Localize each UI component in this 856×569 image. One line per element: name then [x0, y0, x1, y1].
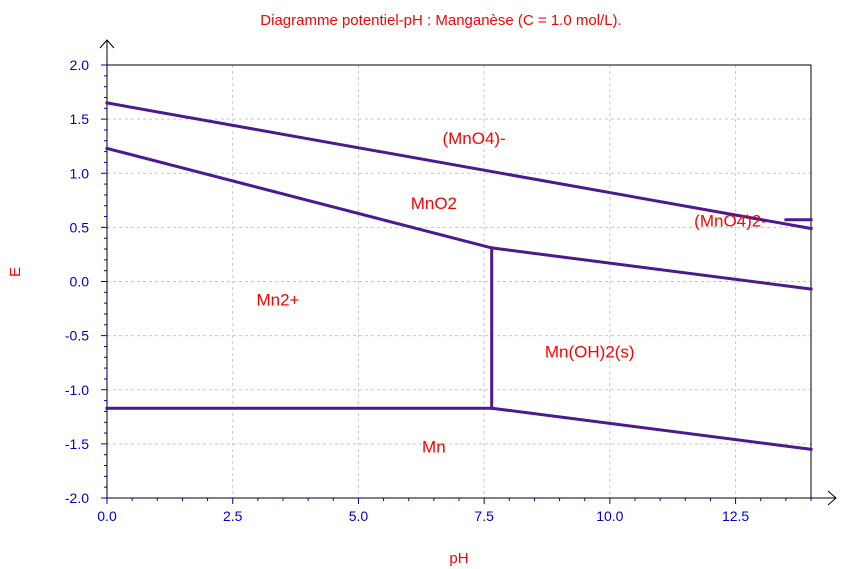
boundary-line-2	[105, 406, 813, 451]
x-tick-label-0: 0.0	[97, 508, 117, 524]
y-tick-label-1: -1.5	[65, 436, 89, 452]
region-labels: (MnO4)- MnO2 (MnO4)2- Mn2+ Mn(OH)2(s) Mn	[256, 129, 766, 457]
x-tick-label-4: 10.0	[596, 508, 623, 524]
y-axis-label: E	[7, 267, 24, 277]
x-tick-label-3: 7.5	[474, 508, 494, 524]
y-tick-label-2: -1.0	[65, 382, 89, 398]
x-tick-label-1: 2.5	[223, 508, 243, 524]
region-label-1: MnO2	[411, 194, 457, 213]
region-label-3: Mn2+	[256, 290, 299, 309]
y-axis-arrow	[99, 39, 115, 49]
boundary-lines	[105, 101, 813, 451]
grid	[107, 65, 811, 498]
x-tick-label-5: 12.5	[722, 508, 749, 524]
y-tick-label-6: 1.0	[70, 165, 90, 181]
y-tick-label-3: -0.5	[65, 328, 89, 344]
chart-title: Diagramme potentiel-pH : Manganèse (C = …	[260, 12, 621, 29]
x-axis-arrow	[827, 490, 837, 506]
x-axis-label: pH	[449, 550, 468, 567]
region-label-2: (MnO4)2-	[694, 211, 767, 230]
region-label-0: (MnO4)-	[442, 129, 505, 148]
region-label-5: Mn	[422, 438, 446, 457]
y-tick-label-0: -2.0	[65, 490, 89, 506]
boundary-line-0	[105, 101, 813, 231]
y-tick-label-5: 0.5	[70, 219, 90, 235]
y-tick-label-8: 2.0	[70, 57, 90, 73]
y-tick-label-4: 0.0	[70, 274, 90, 290]
region-label-4: Mn(OH)2(s)	[545, 342, 635, 361]
ticks: 0.0 2.5 5.0 7.5 10.0 12.5 -2.0 -1.5 -1.0 -0.5 0.0 0…	[65, 57, 812, 524]
axes	[99, 39, 837, 506]
y-tick-label-7: 1.5	[70, 111, 90, 127]
x-tick-label-2: 5.0	[349, 508, 369, 524]
